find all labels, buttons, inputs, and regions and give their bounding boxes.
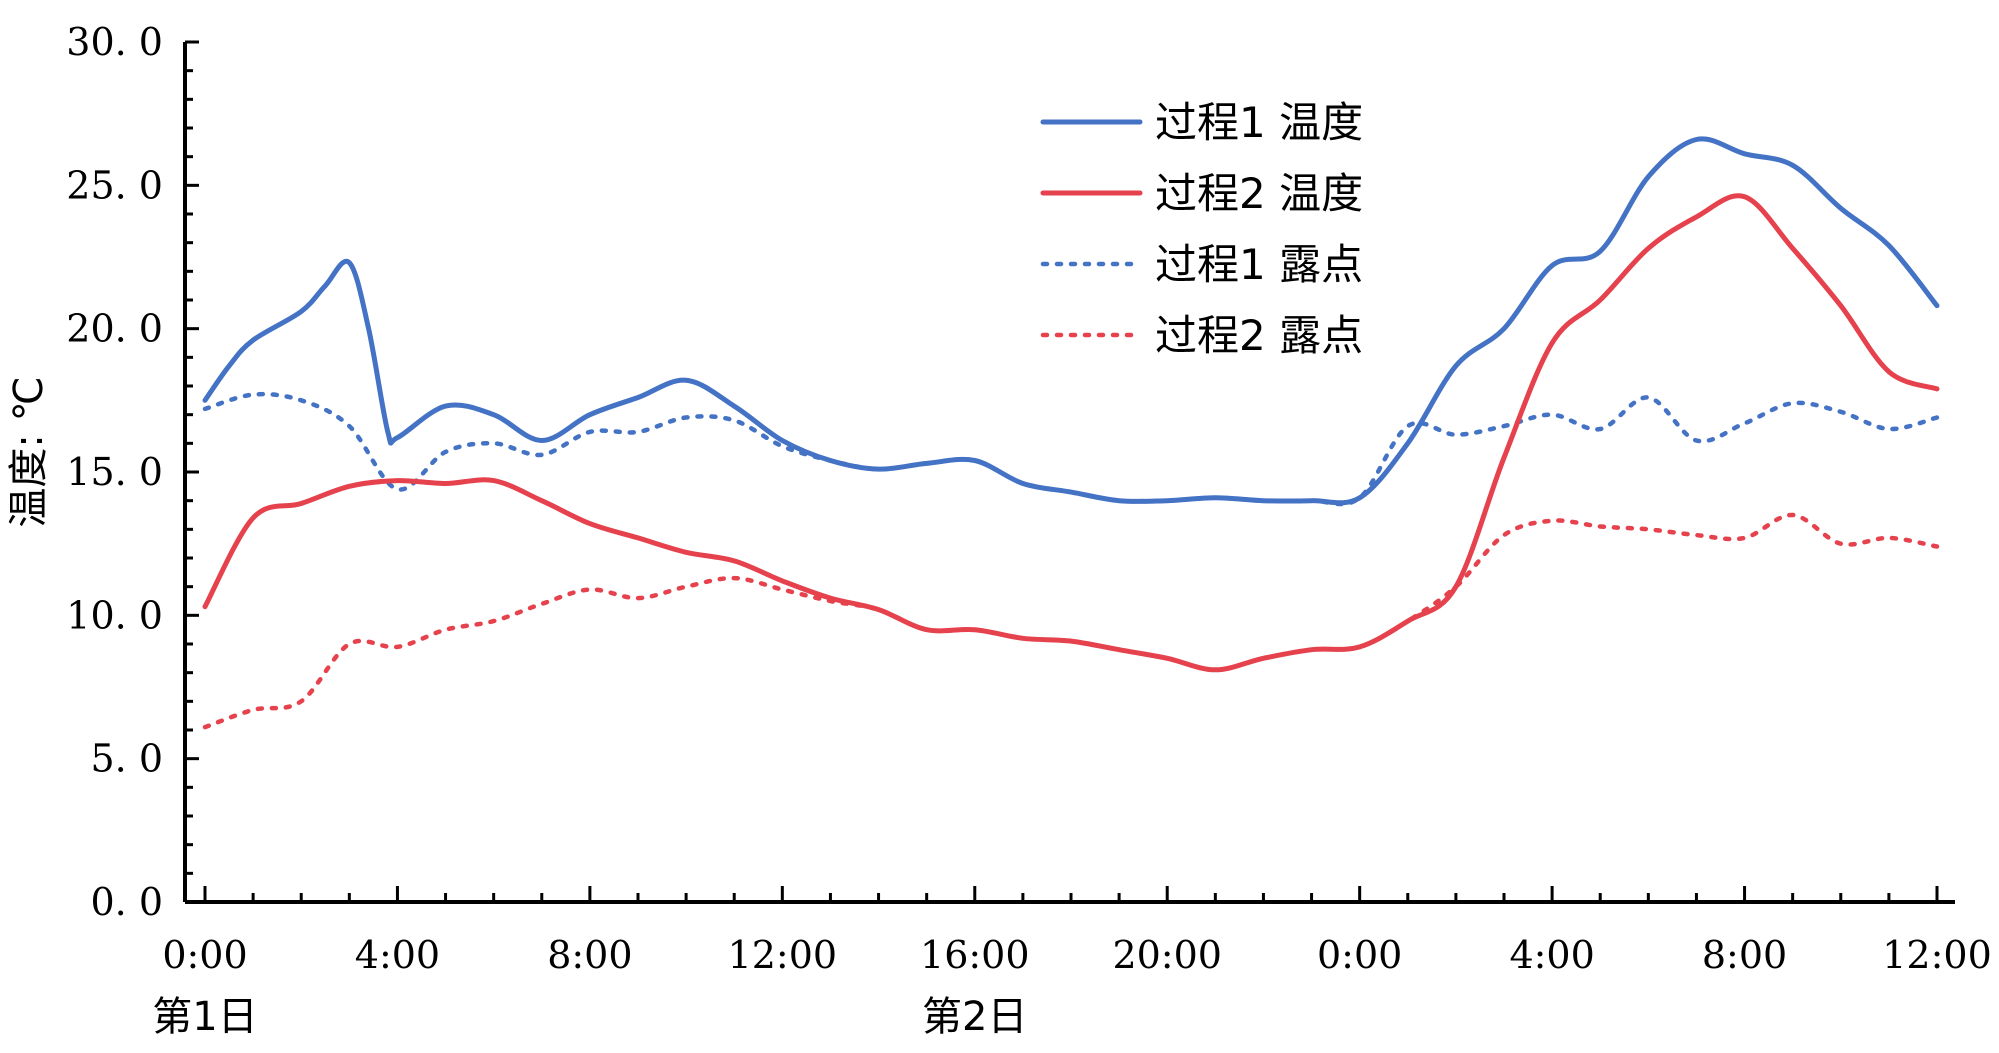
x-tick-label: 4:00 xyxy=(355,933,440,977)
x-tick-label: 20:00 xyxy=(1112,933,1222,977)
x-tick-label: 8:00 xyxy=(547,933,632,977)
legend-label: 过程2 露点 xyxy=(1155,311,1363,360)
x-tick-label: 12:00 xyxy=(1882,933,1992,977)
y-axis-label: 温度: ℃ xyxy=(6,376,52,527)
day-label: 第2日 xyxy=(922,994,1027,1040)
series-lines xyxy=(202,136,1940,730)
x-tick-label: 8:00 xyxy=(1702,933,1787,977)
x-tick-labels: 0:00 4:00 8:00 12:00 16:00 20:00 0:00 4:00 8:00 1… xyxy=(162,933,1991,977)
x-tick-label: 0:00 xyxy=(1317,933,1402,977)
x-tick-label: 12:00 xyxy=(728,933,838,977)
y-tick-label: 10. 0 xyxy=(66,593,163,637)
y-tick-label: 30. 0 xyxy=(66,20,163,64)
day-labels: 第1日 第2日 xyxy=(152,994,1027,1040)
day-label: 第1日 xyxy=(152,994,257,1040)
series-line-过程2-温度 xyxy=(202,193,1940,673)
series-line-过程1-温度 xyxy=(202,136,1940,506)
series-line-过程1-露点 xyxy=(202,391,1940,507)
legend-label: 过程2 温度 xyxy=(1155,169,1363,218)
y-tick-label: 25. 0 xyxy=(66,163,163,207)
x-tick-label: 0:00 xyxy=(162,933,247,977)
chart-axes xyxy=(183,40,1955,904)
y-tick-label: 20. 0 xyxy=(66,307,163,351)
y-tick-label: 15. 0 xyxy=(66,450,163,494)
y-tick-labels: 0. 0 5. 0 10. 0 15. 0 20. 0 25. 0 30. 0 xyxy=(66,20,163,924)
legend-label: 过程1 露点 xyxy=(1155,240,1363,289)
y-tick-label: 5. 0 xyxy=(90,737,163,781)
y-tick-label: 0. 0 xyxy=(90,880,163,924)
series-line-过程2-露点 xyxy=(202,512,1940,730)
x-tick-label: 4:00 xyxy=(1509,933,1594,977)
x-tick-label: 16:00 xyxy=(920,933,1030,977)
legend-label: 过程1 温度 xyxy=(1155,98,1363,147)
